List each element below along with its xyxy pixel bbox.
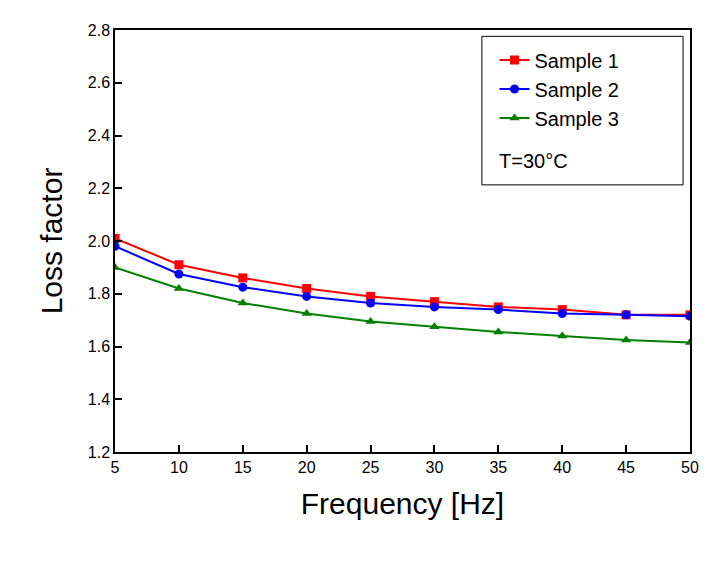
svg-text:2.8: 2.8 [88,22,110,39]
svg-text:2.0: 2.0 [88,233,110,250]
svg-text:2.6: 2.6 [88,74,110,91]
svg-text:1.6: 1.6 [88,338,110,355]
svg-text:2.2: 2.2 [88,180,110,197]
svg-text:Sample 1: Sample 1 [535,50,620,72]
svg-text:Sample 3: Sample 3 [535,108,620,130]
svg-text:50: 50 [681,459,699,476]
svg-text:40: 40 [553,459,571,476]
svg-text:T=30°C: T=30°C [499,150,568,172]
svg-text:2.4: 2.4 [88,127,110,144]
svg-text:1.4: 1.4 [88,391,110,408]
svg-text:30: 30 [426,459,444,476]
svg-text:35: 35 [489,459,507,476]
svg-text:25: 25 [362,459,380,476]
svg-text:10: 10 [170,459,188,476]
svg-text:Loss factor: Loss factor [35,168,68,315]
svg-text:15: 15 [234,459,252,476]
svg-text:Frequency [Hz]: Frequency [Hz] [301,487,504,520]
svg-text:1.8: 1.8 [88,285,110,302]
svg-text:20: 20 [298,459,316,476]
svg-text:Sample 2: Sample 2 [535,79,620,101]
svg-text:45: 45 [617,459,635,476]
svg-text:5: 5 [111,459,120,476]
svg-text:1.2: 1.2 [88,444,110,461]
